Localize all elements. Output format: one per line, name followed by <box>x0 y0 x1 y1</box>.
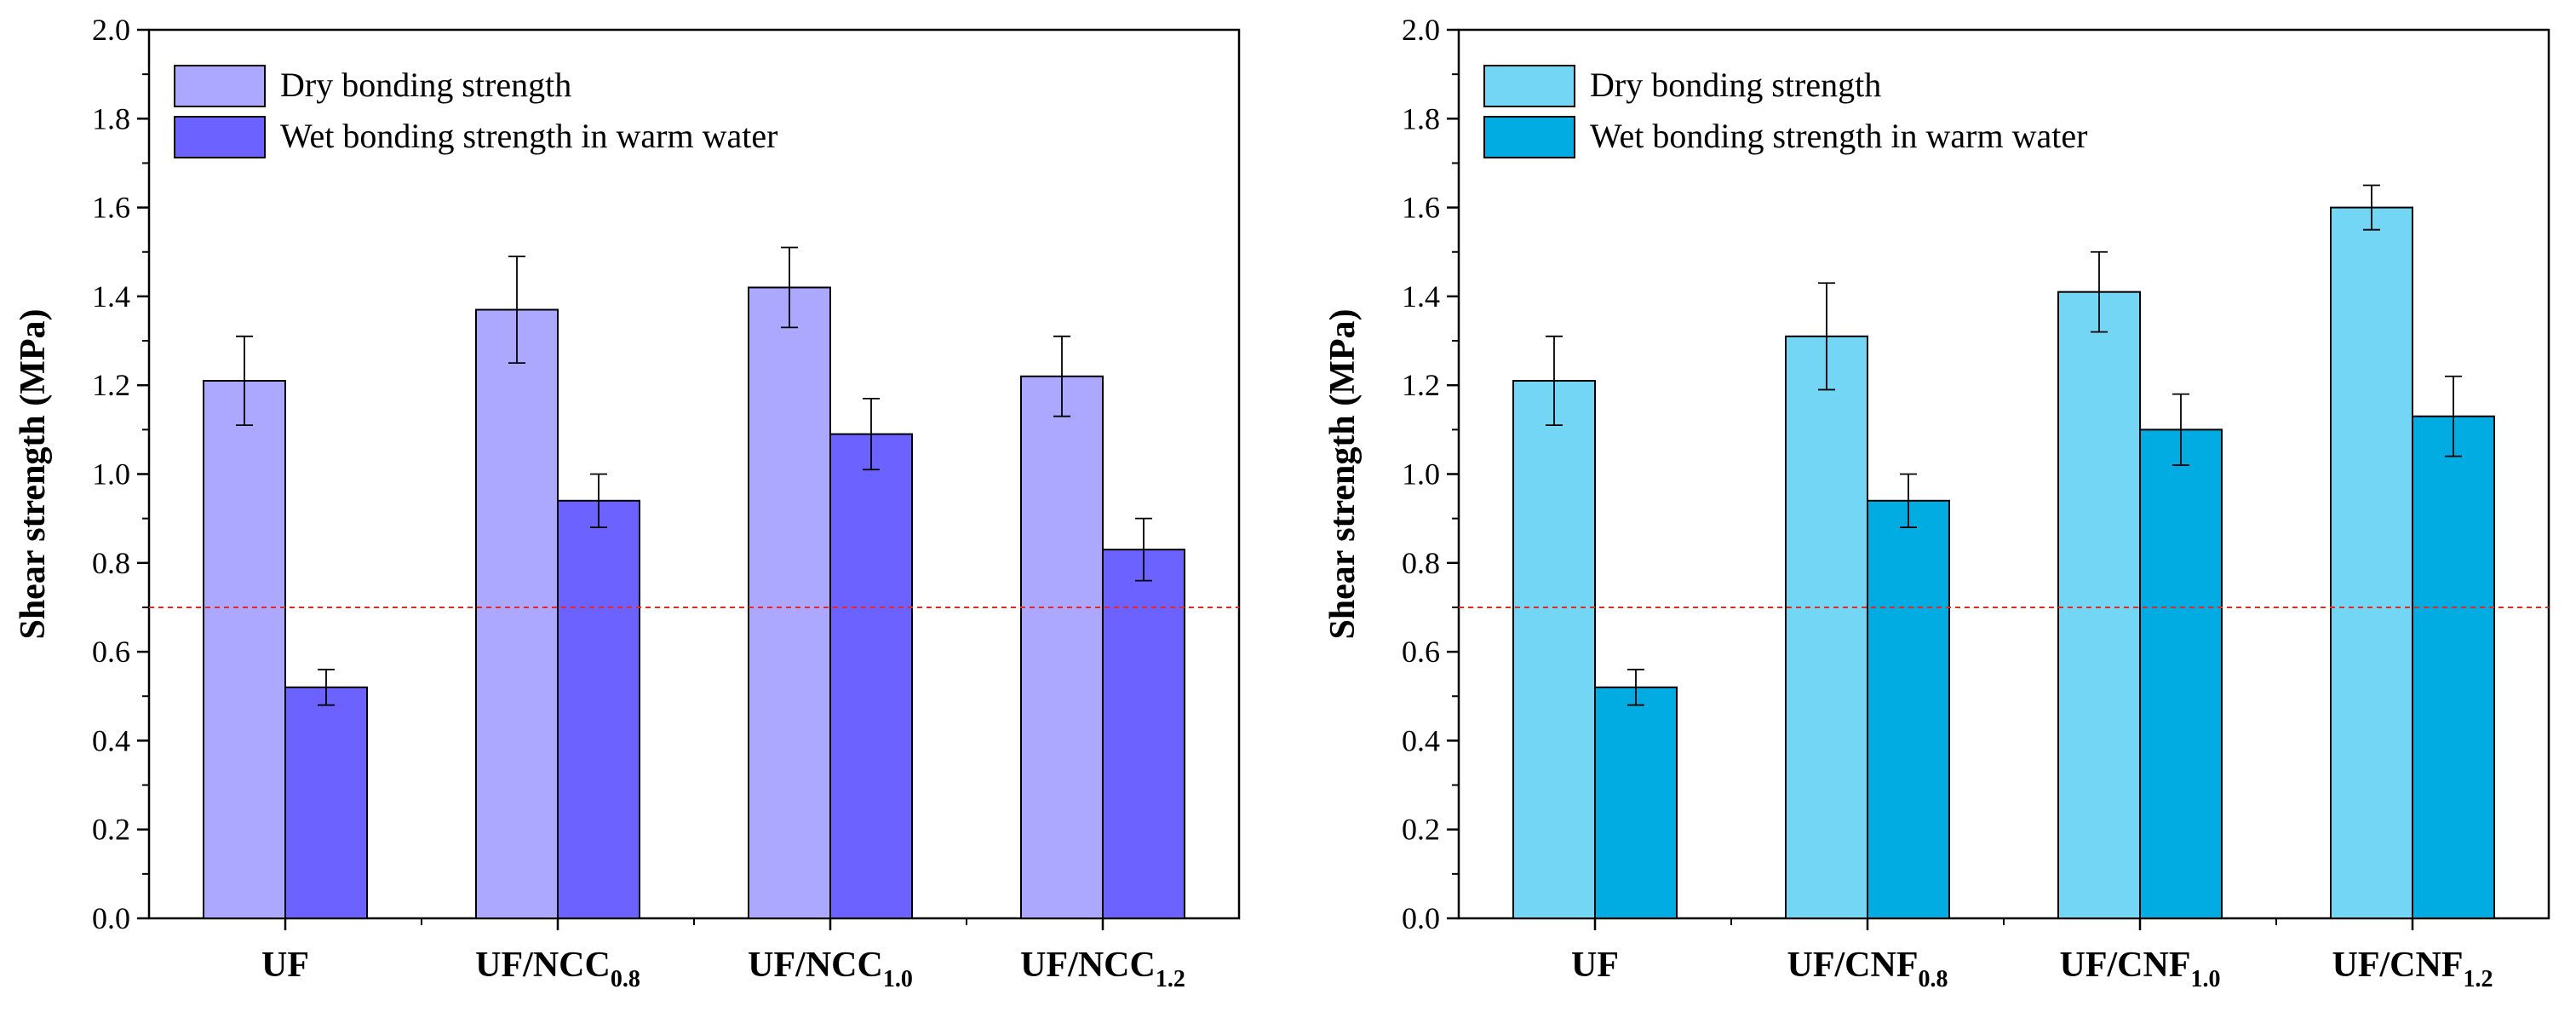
y-tick-label: 0.8 <box>1402 546 1440 580</box>
bar-wet-1 <box>557 499 640 919</box>
y-tick-label: 0.2 <box>92 813 130 847</box>
x-tick-label: UF/CNF1.0 <box>2060 946 2221 992</box>
x-tick-label: UF/NCC0.8 <box>475 946 640 992</box>
x-tick-label-subscript: 1.0 <box>883 966 913 992</box>
x-tick-label-main: UF <box>261 946 309 985</box>
x-tick-label: UF <box>261 946 309 985</box>
y-tick-label: 1.2 <box>92 368 130 402</box>
y-tick-label: 1.2 <box>1402 368 1440 402</box>
legend-swatch-wet <box>174 116 266 158</box>
y-tick-label: 0.2 <box>1402 813 1440 847</box>
x-tick-label: UF/CNF1.2 <box>2332 946 2493 992</box>
x-tick-label-main: UF/NCC <box>475 946 611 985</box>
y-tick-label: 1.8 <box>92 101 130 135</box>
x-tick-label-subscript: 0.8 <box>611 966 640 992</box>
bar-wet-1 <box>1867 499 1950 919</box>
x-tick-label: UF <box>1571 946 1619 985</box>
y-tick-label: 2.0 <box>92 13 130 47</box>
bar-dry-3 <box>2330 206 2413 920</box>
legend-label-dry: Dry bonding strength <box>280 66 571 104</box>
y-tick-label: 1.6 <box>92 191 130 225</box>
y-tick-label: 1.0 <box>92 457 130 492</box>
x-tick-label-subscript: 0.8 <box>1918 966 1948 992</box>
x-tick-label-main: UF/CNF <box>2060 946 2191 985</box>
x-tick-label: UF/NCC1.0 <box>748 946 913 992</box>
x-tick-label-subscript: 1.2 <box>1156 966 1185 992</box>
bar-dry-3 <box>1020 375 1104 919</box>
x-tick-label-main: UF/CNF <box>2332 946 2464 985</box>
x-tick-label-main: UF/CNF <box>1787 946 1919 985</box>
bar-wet-0 <box>1594 686 1678 919</box>
bar-dry-1 <box>475 308 559 920</box>
legend-label-wet: Wet bonding strength in warm water <box>280 117 777 155</box>
x-tick-label: UF/CNF0.8 <box>1787 946 1948 992</box>
x-tick-label-subscript: 1.2 <box>2463 966 2493 992</box>
bar-dry-2 <box>2057 290 2141 919</box>
legend-label-wet: Wet bonding strength in warm water <box>1590 117 2087 155</box>
legend-swatch-dry <box>1483 65 1575 107</box>
y-tick-label: 1.6 <box>1402 191 1440 225</box>
bar-dry-2 <box>748 286 831 920</box>
y-tick-label: 0.8 <box>92 546 130 580</box>
x-tick-label-main: UF/NCC <box>1020 946 1156 985</box>
panel-ncc: 0.0 0.2 0.4 0.6 0.8 1.0 1.2 1.4 1.6 1.8 2.0 Shear s… <box>14 13 1241 992</box>
panel-cnf: 0.0 0.2 0.4 0.6 0.8 1.0 1.2 1.4 1.6 1.8 2.0 Shear s… <box>1323 13 2550 992</box>
y-tick-label: 1.8 <box>1402 101 1440 135</box>
y-tick-label: 0.6 <box>1402 635 1440 669</box>
bar-wet-3 <box>1102 549 1185 920</box>
y-tick-label: 2.0 <box>1402 13 1440 47</box>
y-tick-label: 0.0 <box>92 901 130 935</box>
y-tick-label: 0.4 <box>92 723 130 757</box>
bar-dry-0 <box>1512 379 1596 919</box>
bar-wet-2 <box>2139 428 2223 920</box>
x-tick-label: UF/NCC1.2 <box>1020 946 1185 992</box>
legend-label-dry: Dry bonding strength <box>1590 66 1881 104</box>
y-axis-title: Shear strength (MPa) <box>1323 308 1363 639</box>
bar-wet-2 <box>829 433 913 919</box>
legend-swatch-dry <box>174 65 266 107</box>
y-tick-label: 0.6 <box>92 635 130 669</box>
y-tick-label: 1.0 <box>1402 457 1440 492</box>
x-tick-label-main: UF/NCC <box>748 946 883 985</box>
x-tick-label-main: UF <box>1571 946 1619 985</box>
legend-swatch-wet <box>1483 116 1575 158</box>
y-tick-label: 0.4 <box>1402 723 1440 757</box>
bar-wet-3 <box>2412 415 2495 919</box>
bar-dry-1 <box>1785 335 1868 919</box>
bar-wet-0 <box>284 686 368 919</box>
y-axis-title: Shear strength (MPa) <box>14 308 53 639</box>
y-tick-label: 1.4 <box>1402 279 1440 313</box>
y-tick-label: 1.4 <box>92 279 130 313</box>
x-tick-label-subscript: 1.0 <box>2190 966 2220 992</box>
y-tick-label: 0.0 <box>1402 901 1440 935</box>
bar-dry-0 <box>203 379 286 919</box>
